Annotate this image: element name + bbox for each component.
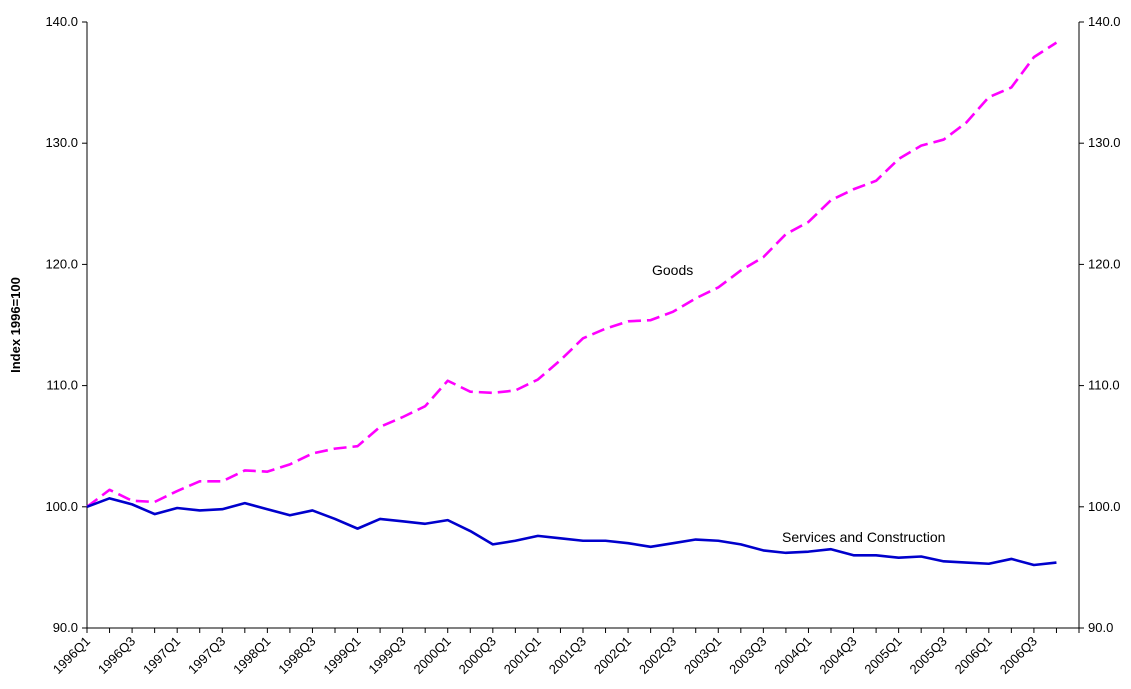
y-tick-label-left: 130.0 (45, 135, 78, 150)
x-tick-label: 2002Q3 (636, 634, 679, 677)
x-tick-label: 2006Q1 (952, 634, 995, 677)
x-axis: 1996Q1 1996Q3 1997Q1 1997Q3 1998Q1 1998Q3 1999… (50, 628, 1080, 677)
series-labels: Goods Services and Construction (652, 262, 945, 545)
y-tick-label-right: 120.0 (1088, 256, 1121, 271)
x-tick-label: 1998Q1 (230, 634, 273, 677)
y-tick-label-left: 110.0 (46, 378, 78, 393)
y-axis-right: 90.0 100.0 110.0 120.0 130.0 140.0 (1079, 14, 1121, 635)
y-tick-label-left: 120.0 (45, 256, 78, 271)
x-tick-label: 1996Q3 (95, 634, 138, 677)
y-tick-label-right: 110.0 (1088, 378, 1120, 393)
x-tick-label: 2003Q1 (681, 634, 724, 677)
y-tick-label-right: 140.0 (1088, 14, 1121, 29)
y-tick-label-right: 130.0 (1088, 135, 1121, 150)
x-tick-label: 2004Q1 (771, 634, 814, 677)
y-tick-label-left: 90.0 (53, 620, 78, 635)
x-tick-label: 1997Q1 (140, 634, 183, 677)
y-axis-title: Index 1996=100 (8, 277, 23, 373)
x-tick-label: 1998Q3 (275, 634, 318, 677)
x-tick-label: 2002Q1 (591, 634, 634, 677)
x-tick-label: 2006Q3 (997, 634, 1040, 677)
y-tick-label-right: 90.0 (1088, 620, 1113, 635)
x-tick-label: 2005Q3 (907, 634, 950, 677)
x-tick-label: 2000Q3 (456, 634, 499, 677)
x-tick-label: 1997Q3 (185, 634, 228, 677)
x-tick-label: 2004Q3 (816, 634, 859, 677)
series-label-services-and-construction: Services and Construction (782, 529, 945, 545)
x-tick-label: 2005Q1 (861, 634, 904, 677)
y-tick-label-left: 140.0 (45, 14, 78, 29)
y-tick-label-right: 100.0 (1088, 499, 1121, 514)
series-line-goods (86, 41, 1058, 508)
x-tick-label: 1999Q1 (320, 634, 363, 677)
x-tick-label: 1999Q3 (365, 634, 408, 677)
x-tick-label: 2003Q3 (726, 634, 769, 677)
y-axis-left: 90.0 100.0 110.0 120.0 130.0 140.0 (45, 14, 87, 635)
series-lines (86, 41, 1058, 567)
x-tick-label: 1996Q1 (50, 634, 93, 677)
x-tick-label: 2001Q3 (546, 634, 589, 677)
series-line-services-and-construction (86, 497, 1057, 567)
series-label-goods: Goods (652, 262, 693, 278)
x-tick-label: 2000Q1 (411, 634, 454, 677)
y-tick-label-left: 100.0 (45, 499, 78, 514)
x-tick-label: 2001Q1 (501, 634, 544, 677)
